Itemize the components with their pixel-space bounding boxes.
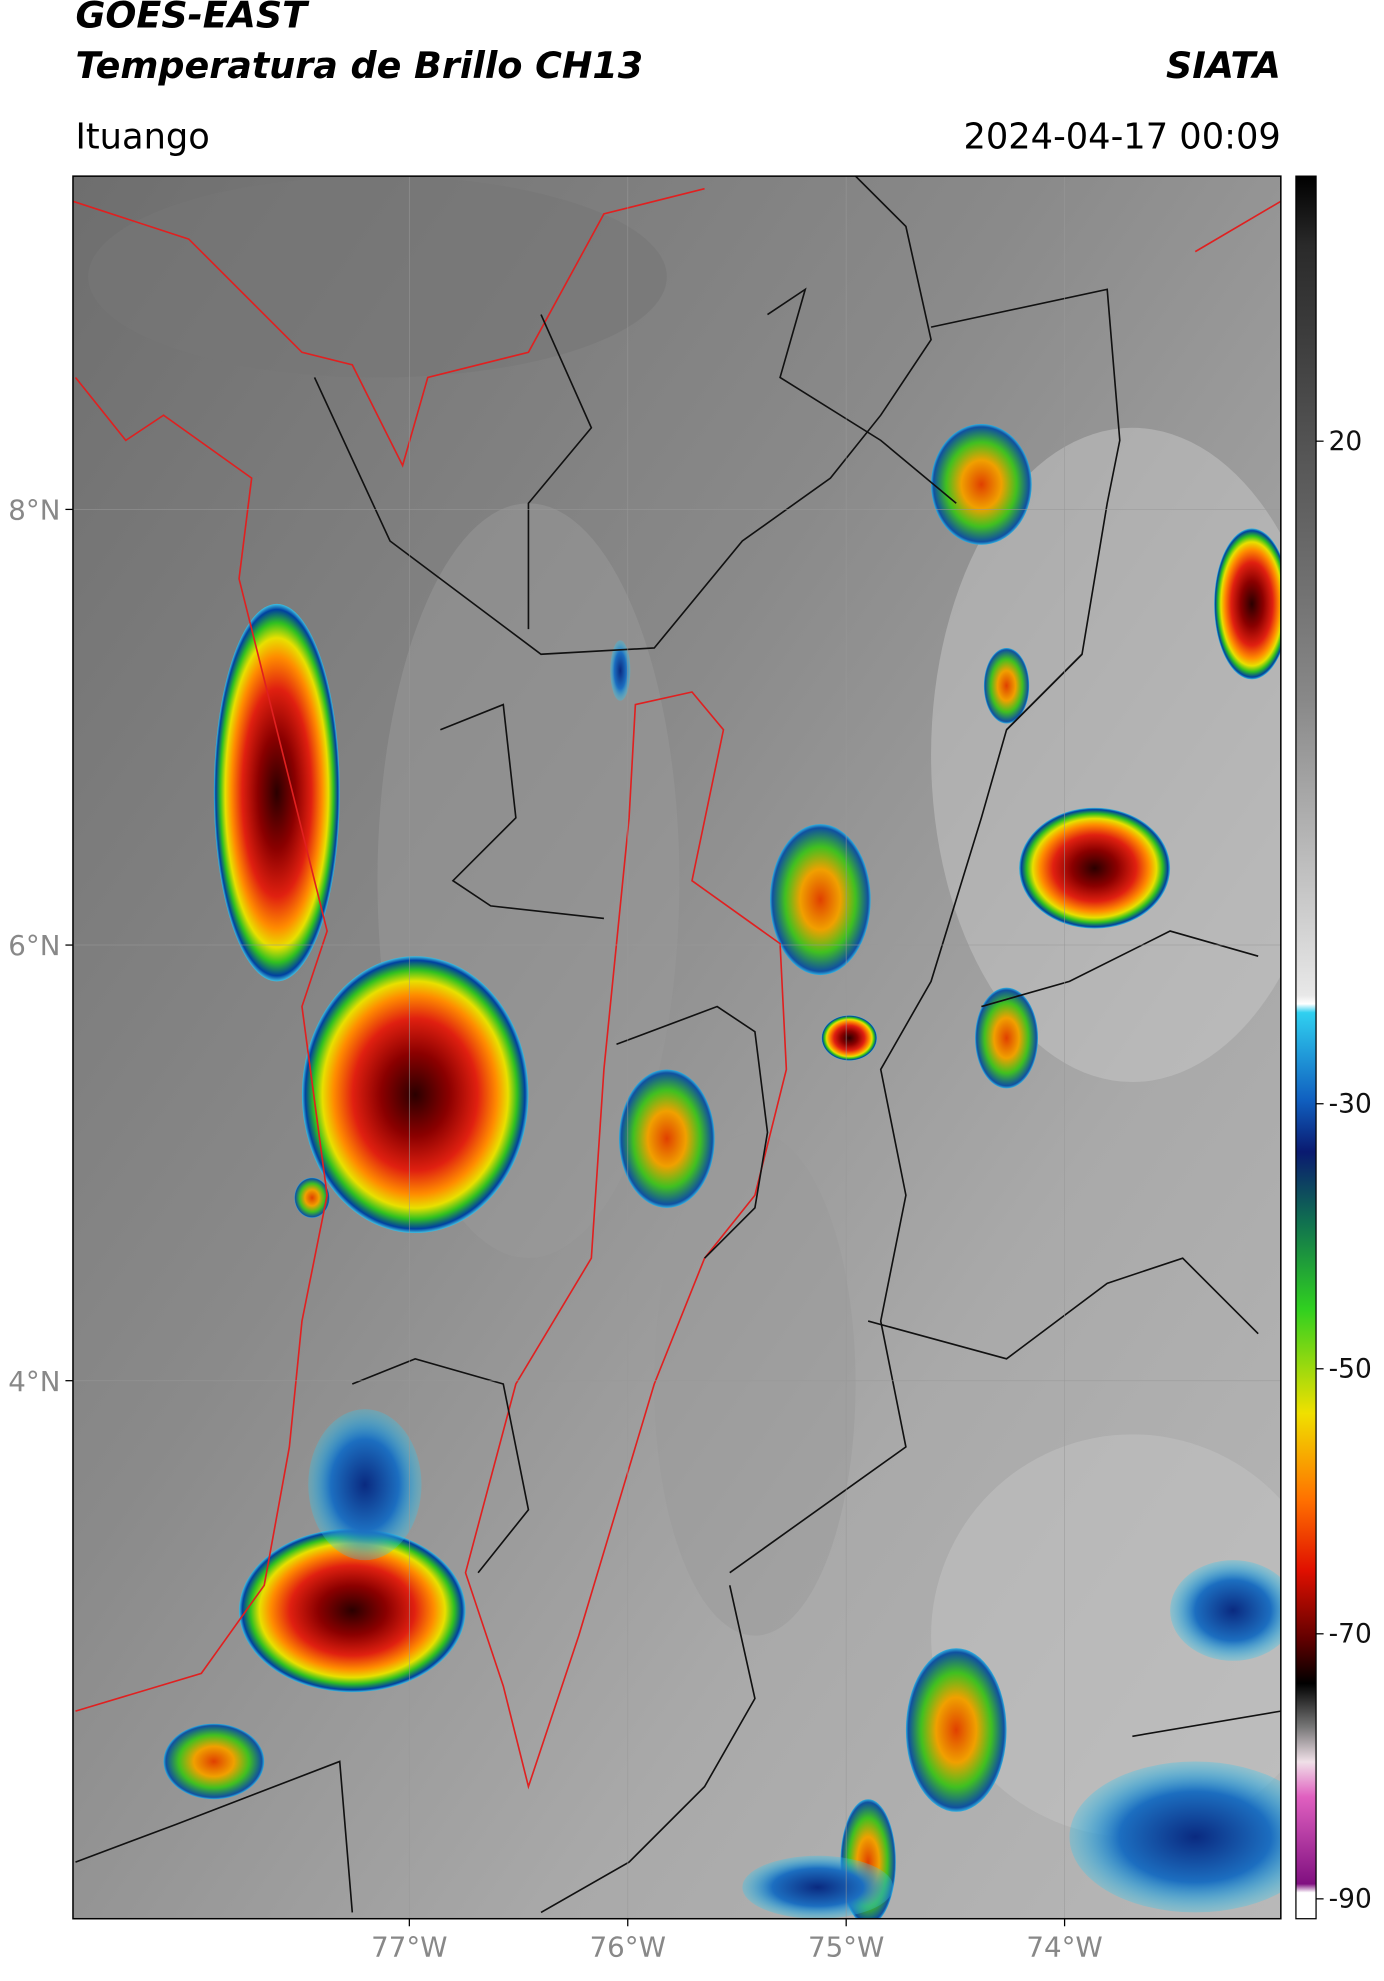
map-frame: [72, 175, 1282, 1920]
colorbar-tick-label: -50: [1329, 1354, 1372, 1385]
colorbar-tick-label: 20: [1329, 426, 1363, 457]
y-tick-label: 6°N: [8, 929, 60, 962]
satellite-image: [72, 176, 1281, 1919]
x-tick-label: 75°W: [808, 1930, 884, 1963]
y-tick-label: 4°N: [8, 1365, 60, 1398]
colorbar-tick-label: -30: [1329, 1089, 1372, 1120]
colorbar-tick-label: -90: [1329, 1884, 1372, 1915]
x-tick-label: 74°W: [1026, 1930, 1102, 1963]
location: Ituango: [75, 116, 209, 157]
datetime: 2024-04-17 00:09: [963, 116, 1280, 157]
brand: SIATA: [1166, 44, 1281, 87]
colorbar: [1295, 175, 1317, 1920]
y-tick-label: 8°N: [8, 493, 60, 526]
x-tick-label: 76°W: [590, 1930, 666, 1963]
subtitle: Temperatura de Brillo CH13: [75, 44, 643, 87]
colorbar-tick-label: -70: [1329, 1619, 1372, 1650]
x-tick-label: 77°W: [371, 1930, 447, 1963]
graticule: [72, 176, 1281, 1919]
title: GOES-EAST: [75, 0, 310, 37]
